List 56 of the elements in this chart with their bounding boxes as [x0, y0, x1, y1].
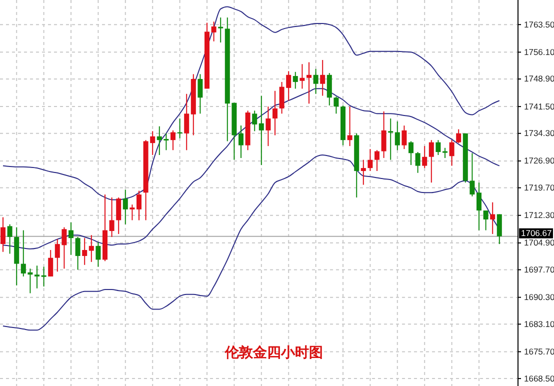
candlestick: [0, 216, 6, 252]
candlestick: [218, 17, 224, 43]
candlestick: [334, 96, 339, 114]
candlestick: [347, 106, 352, 147]
candlestick: [252, 110, 258, 132]
candlestick: [109, 196, 114, 238]
candlestick: [436, 140, 441, 156]
candlestick: [428, 140, 434, 184]
candlestick: [184, 93, 190, 151]
candlestick: [422, 146, 428, 169]
candlestick: [368, 148, 373, 172]
candlestick: [402, 125, 407, 150]
candlestick: [300, 64, 305, 90]
candlestick: [408, 140, 414, 166]
candlestick: [394, 120, 400, 151]
candlestick: [306, 62, 312, 104]
candlestick: [490, 202, 496, 234]
candlestick: [116, 196, 122, 234]
candlestick: [211, 21, 216, 42]
candlestick: [130, 204, 135, 221]
ref-line-label: 1706.67: [521, 228, 552, 238]
candlestick: [374, 150, 380, 172]
candlestick: [75, 236, 80, 270]
candlestick: [496, 214, 502, 245]
candlestick: [449, 140, 454, 166]
candlestick: [388, 118, 394, 160]
candlestick: [476, 182, 482, 231]
candlestick: [415, 152, 420, 174]
candlestick: [96, 242, 101, 268]
candlestick: [258, 95, 264, 166]
candlestick: [272, 90, 278, 136]
candlestick: [381, 110, 386, 158]
candlestick: [48, 250, 54, 277]
candlestick: [456, 128, 462, 144]
candlestick: [122, 189, 128, 225]
candlestick: [136, 190, 142, 221]
candlestick: [82, 238, 88, 266]
candlestick: [238, 125, 244, 158]
candlestick: [88, 234, 94, 262]
candlestick: [483, 210, 488, 231]
candlestick: [177, 118, 182, 139]
candlestick: [41, 266, 46, 288]
candlestick: [170, 130, 176, 151]
candlestick: [313, 68, 318, 94]
candlestick: [34, 265, 40, 289]
candlestick: [326, 72, 332, 106]
candlestick: [320, 59, 326, 96]
candlestick: [292, 71, 298, 90]
candlestick: [442, 147, 448, 158]
text: 伦敦金四小时图: [224, 344, 323, 361]
candlestick: [198, 74, 203, 114]
candlestick: [266, 106, 271, 147]
candlestick: [68, 222, 74, 256]
candlestick: [360, 159, 366, 186]
candlestick: [7, 224, 12, 254]
candlestick: [470, 152, 475, 197]
